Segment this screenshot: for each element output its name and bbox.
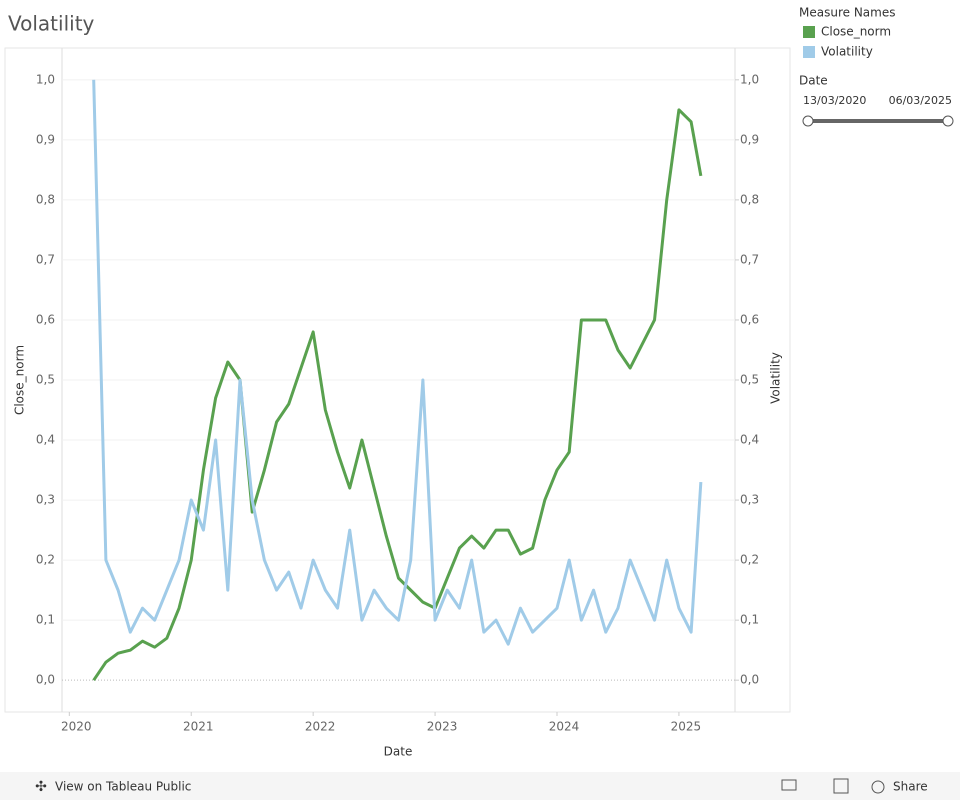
y2-axis-title: Volatility [769,352,783,404]
footer-link[interactable]: View on Tableau Public [55,780,191,794]
y2-tick-label: 1,0 [740,72,759,86]
slider-handle[interactable] [942,115,954,127]
share-button[interactable]: Share [893,780,928,794]
y2-tick-label: 0,7 [740,252,759,266]
x-tick-label: 2023 [427,720,458,734]
y-tick-label: 0,8 [36,192,55,206]
x-axis-title: Date [384,745,413,759]
filter-end: 06/03/2025 [889,94,952,107]
title: Volatility [8,12,95,36]
x-tick-label: 2021 [183,720,214,734]
x-tick-label: 2022 [305,720,336,734]
y2-tick-label: 0,2 [740,553,759,567]
x-tick-label: 2020 [61,720,92,734]
y2-tick-label: 0,3 [740,493,759,507]
y-tick-label: 0,0 [36,673,55,687]
share-icon [871,780,885,794]
y-axis-title: Close_norm [13,345,27,415]
y2-tick-label: 0,1 [740,613,759,627]
y-tick-label: 1,0 [36,72,55,86]
download-icon[interactable] [781,779,797,791]
legend-swatch [803,26,815,38]
y-tick-label: 0,1 [36,613,55,627]
y2-tick-label: 0,0 [740,673,759,687]
y-tick-label: 0,9 [36,132,55,146]
x-tick-label: 2024 [549,720,580,734]
pane-border [4,47,791,713]
filter-title: Date [799,74,828,88]
footer [0,772,960,800]
series-line [92,79,703,646]
filter-start: 13/03/2020 [803,94,866,107]
legend-label: Volatility [821,45,873,59]
y2-tick-label: 0,4 [740,433,759,447]
y-tick-label: 0,5 [36,373,55,387]
legend-title: Measure Names [799,6,895,20]
y-tick-label: 0,7 [36,252,55,266]
y2-tick-label: 0,6 [740,312,759,326]
footer-icon: ✣ [35,779,47,795]
slider-handle[interactable] [802,115,814,127]
y2-tick-label: 0,9 [740,132,759,146]
y-tick-label: 0,3 [36,493,55,507]
y-tick-label: 0,6 [36,312,55,326]
y-tick-label: 0,2 [36,553,55,567]
fullscreen-icon[interactable] [833,778,849,794]
y-tick-label: 0,4 [36,433,55,447]
series-line [92,108,703,682]
legend-label: Close_norm [821,25,891,39]
legend-swatch [803,46,815,58]
x-tick-label: 2025 [671,720,702,734]
y2-tick-label: 0,5 [740,373,759,387]
y2-tick-label: 0,8 [740,192,759,206]
